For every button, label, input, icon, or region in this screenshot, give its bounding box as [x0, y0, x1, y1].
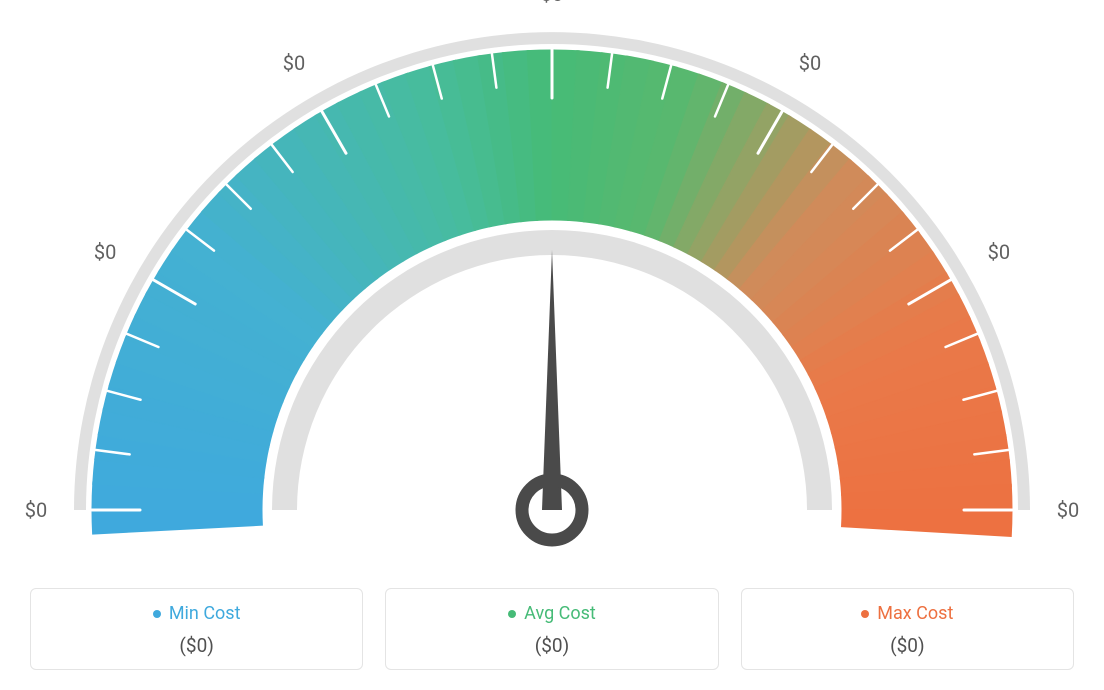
gauge-container: $0 $0 $0 $0 $0 $0 $0: [0, 0, 1104, 560]
legend-card-max: Max Cost ($0): [741, 588, 1074, 671]
gauge-tick-label: $0: [94, 240, 116, 264]
legend-row: Min Cost ($0) Avg Cost ($0) Max Cost ($0…: [30, 588, 1074, 671]
legend-title-avg: Avg Cost: [508, 603, 596, 624]
legend-card-avg: Avg Cost ($0): [385, 588, 718, 671]
legend-card-min: Min Cost ($0): [30, 588, 363, 671]
legend-value-avg: ($0): [396, 634, 707, 657]
legend-label-avg: Avg Cost: [524, 603, 596, 624]
gauge-tick-label: $0: [25, 498, 47, 522]
legend-dot-avg: [508, 610, 516, 618]
gauge-tick-label: $0: [799, 51, 821, 75]
legend-label-max: Max Cost: [877, 603, 953, 624]
gauge-svg: [0, 0, 1104, 560]
legend-value-min: ($0): [41, 634, 352, 657]
gauge-tick-label: $0: [541, 0, 563, 6]
gauge-tick-label: $0: [988, 240, 1010, 264]
legend-dot-max: [861, 610, 869, 618]
legend-value-max: ($0): [752, 634, 1063, 657]
legend-title-min: Min Cost: [153, 603, 241, 624]
legend-dot-min: [153, 610, 161, 618]
gauge-tick-label: $0: [283, 51, 305, 75]
legend-title-max: Max Cost: [861, 603, 953, 624]
gauge-tick-label: $0: [1057, 498, 1079, 522]
legend-label-min: Min Cost: [169, 603, 241, 624]
